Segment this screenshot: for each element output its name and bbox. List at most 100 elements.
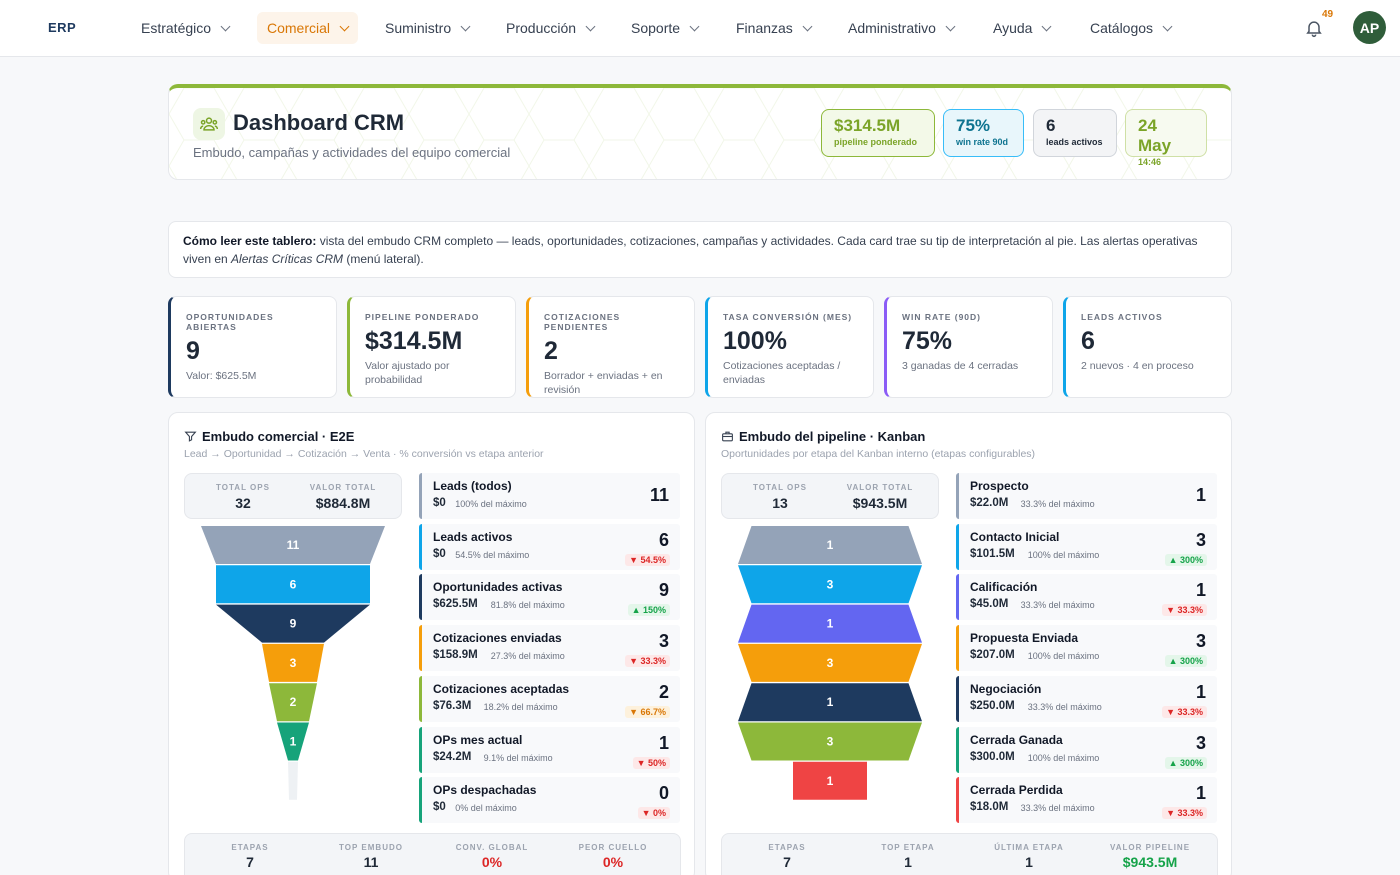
funnel-segment [277,722,309,761]
footer-stat-label: ÚLTIMA ETAPA [994,843,1064,852]
stage-change-badge: ▼ 54.5% [625,553,670,566]
funnel-stage-row[interactable]: Negociación $250.0M 33.3% del máximo 1 ▼ 33.… [956,675,1217,722]
panel-funnel-e2e: Embudo comercial · E2E Lead → Oportunida… [168,412,695,875]
funnel-stage-row[interactable]: Calificación $45.0M 33.3% del máximo 1 ▼ 33.… [956,574,1217,621]
funnel-stage-row[interactable]: Cotizaciones aceptadas $76.3M 18.2% del má… [419,675,680,722]
stage-count: 1 [1195,783,1206,804]
top-navbar: ERP Estratégico Comercial Suministro Produc… [0,0,1400,57]
nav-item-label: Soporte [631,20,681,36]
footer-stat-value: 1 [1025,854,1033,870]
stage-percent: 81.8% del máximo [490,600,565,611]
funnel-segment [262,643,324,682]
funnel-segment-label: 3 [827,656,834,670]
stage-value: $207.0M [970,649,1015,662]
notification-count: 49 [1322,9,1334,20]
funnel-stage-row[interactable]: Leads (todos) $0 100% del máximo 11 [419,473,680,519]
funnel-segment-label: 1 [290,735,297,749]
funnel-stage-row[interactable]: Contacto Inicial $101.5M 100% del máximo 3 ▲… [956,523,1217,570]
stage-name: Negociación [970,681,1042,696]
stage-change-badge: ▼ 50% [632,756,670,769]
panel-funnel-kanban: Embudo del pipeline · Kanban Oportunidad… [705,412,1232,875]
users-icon [193,108,225,140]
total-value: $884.8M [315,495,371,511]
kpi-card[interactable]: Leads activos 6 2 nuevos · 4 en proceso [1063,296,1232,398]
briefcase-icon [722,431,733,442]
stage-count: 3 [658,631,669,652]
panel-subtitle: Oportunidades por etapa del Kanban inter… [721,448,1036,460]
funnel-stage-row[interactable]: Propuesta Enviada $207.0M 100% del máximo 3… [956,625,1217,672]
funnel-segment [216,565,370,604]
stage-value: $0 [433,547,446,560]
kpi-card[interactable]: Pipeline ponderado $314.5M Valor ajustado … [347,296,516,398]
funnel-stage-row[interactable]: OPs despachadas $0 0% del máximo 0 ▼ 0% [419,777,680,824]
page-title: Dashboard CRM [233,110,405,135]
funnel-stage-row[interactable]: Prospecto $22.0M 33.3% del máximo 1 [956,473,1217,519]
funnel-segment [738,683,922,722]
nav-item-8[interactable]: Ayuda [983,12,1060,44]
avatar[interactable]: AP [1353,11,1386,44]
stage-percent: 100% del máximo [1027,752,1100,763]
stage-value: $625.5M [433,598,478,611]
nav-item-label: Administrativo [848,20,936,36]
funnel-stage-row[interactable]: Oportunidades activas $625.5M 81.8% del má… [419,574,680,621]
kpi-card[interactable]: Tasa conversión (mes) 100% Cotizaciones ac… [705,296,874,398]
funnel-segment-label: 6 [290,577,297,591]
kpi-card[interactable]: Win rate (90d) 75% 3 ganadas de 4 cerradas [884,296,1053,398]
footer-stat-value: 0% [602,854,624,870]
kpi-card[interactable]: Cotizaciones pendientes 2 Borrador + envia… [526,296,695,398]
kpi-value: 2 [544,337,558,365]
header-stat-pill: 6 leads activos [1033,109,1117,157]
footer-stat: PEOR CUELLO 0% [553,843,673,870]
stage-percent: 33.3% del máximo [1020,600,1095,611]
funnel-segment-label: 3 [827,735,834,749]
stage-name: Prospecto [970,479,1029,493]
kpi-card[interactable]: Oportunidades abiertas 9 Valor: $625.5M [168,296,337,398]
stage-count: 3 [1195,529,1206,550]
kpi-value: 6 [1081,327,1095,355]
nav-item-2[interactable]: Comercial [257,12,359,44]
funnel-stage-row[interactable]: Leads activos $0 54.5% del máximo 6 ▼ 54.5% [419,523,680,570]
chevron-down-icon [689,21,700,31]
stage-count: 1 [1195,580,1206,601]
stage-name: OPs mes actual [433,732,523,747]
funnel-segment [269,683,317,722]
stage-value: $300.0M [970,750,1015,763]
stage-percent: 33.3% del máximo [1020,499,1095,509]
panel-title: Embudo comercial · E2E [202,429,355,444]
pill-label: pipeline ponderado [834,137,918,147]
stage-value: $76.3M [433,699,472,712]
footer-stat-label: PEOR CUELLO [578,843,648,852]
funnel-stage-row[interactable]: OPs mes actual $24.2M 9.1% del máximo 1 ▼ 50… [419,726,680,773]
funnel-chart: 1 3 1 3 1 3 1 [738,526,922,800]
total-value: 32 [235,495,251,511]
funnel-stage-row[interactable]: Cerrada Perdida $18.0M 33.3% del máximo 1 ▼ … [956,777,1217,824]
stage-count: 6 [658,529,669,550]
nav-item-4[interactable]: Producción [496,12,604,44]
nav-item-6[interactable]: Finanzas [726,12,821,44]
nav-item-1[interactable]: Estratégico [131,12,239,44]
stage-percent: 33.3% del máximo [1020,803,1095,814]
stage-name: Cerrada Ganada [970,732,1063,747]
bell-icon[interactable] [1304,18,1324,38]
funnel-segment [738,643,922,682]
info-text-2: (menú lateral). [343,251,424,266]
brand-logo[interactable]: ERP [48,20,77,35]
funnel-segment [216,604,370,643]
chevron-down-icon [945,21,956,31]
stage-value: $0 [433,497,446,509]
info-link[interactable]: Alertas Críticas CRM [231,251,344,266]
nav-item-5[interactable]: Soporte [621,12,708,44]
stage-value: $45.0M [970,598,1009,611]
footer-stat: CONV. GLOBAL 0% [432,843,552,870]
footer-stat-value: 7 [783,854,791,870]
stage-name: Cotizaciones enviadas [433,631,562,646]
info-text-1: vista del embudo CRM completo — leads, o… [183,234,1198,266]
chevron-down-icon [802,21,813,31]
funnel-stage-row[interactable]: Cerrada Ganada $300.0M 100% del máximo 3 ▲ 3… [956,726,1217,773]
nav-item-9[interactable]: Catálogos [1080,12,1181,44]
nav-item-7[interactable]: Administrativo [838,12,964,44]
nav-item-3[interactable]: Suministro [375,12,479,44]
stage-change-badge: ▼ 33.3% [1162,705,1207,718]
funnel-stage-row[interactable]: Cotizaciones enviadas $158.9M 27.3% del má… [419,625,680,672]
stage-count: 1 [1195,681,1206,702]
